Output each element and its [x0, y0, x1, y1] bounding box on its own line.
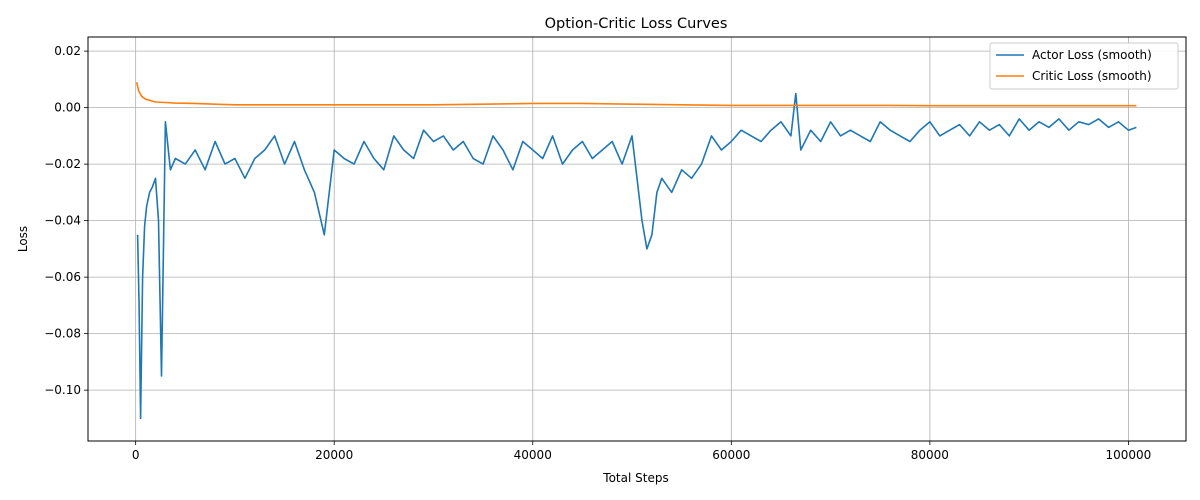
y-tick-label: −0.04: [44, 214, 81, 228]
y-tick-label: −0.08: [44, 327, 81, 341]
y-axis-label: Loss: [16, 226, 30, 252]
x-axis-label: Total Steps: [602, 471, 668, 485]
grid: [88, 37, 1186, 441]
y-tick-label: 0.00: [54, 101, 81, 115]
series-layer: [135, 82, 1137, 420]
x-tick-label: 20000: [315, 448, 353, 462]
legend-label: Actor Loss (smooth): [1032, 48, 1152, 62]
series-line-1: [136, 92, 1137, 420]
x-tick-label: 80000: [911, 448, 949, 462]
x-tick-label: 40000: [514, 448, 552, 462]
legend-label: Critic Loss (smooth): [1032, 69, 1152, 83]
y-tick-label: 0.02: [54, 44, 81, 58]
legend: Actor Loss (smooth) Critic Loss (smooth): [989, 42, 1179, 90]
y-tick-label: −0.02: [44, 157, 81, 171]
x-tick-label: 100000: [1106, 448, 1152, 462]
y-axis: −0.10 −0.08 −0.06 −0.04 −0.02 0.00 0.02: [44, 44, 88, 397]
x-tick-label: 60000: [712, 448, 750, 462]
legend-box: [989, 42, 1179, 90]
series-line-2: [135, 82, 1137, 107]
x-tick-label: 0: [132, 448, 140, 462]
chart-title: Option-Critic Loss Curves: [545, 16, 728, 32]
y-tick-label: −0.10: [44, 383, 81, 397]
x-axis: 0 20000 40000 60000 80000 100000: [132, 441, 1151, 462]
y-tick-label: −0.06: [44, 270, 81, 284]
plot-frame: [87, 36, 1187, 442]
